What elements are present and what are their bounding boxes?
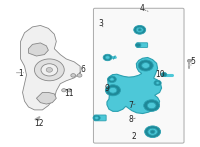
Circle shape: [95, 116, 99, 119]
Text: 12: 12: [35, 118, 44, 127]
FancyBboxPatch shape: [137, 43, 148, 47]
Circle shape: [77, 74, 82, 77]
Circle shape: [156, 82, 159, 84]
Text: 7: 7: [128, 101, 133, 110]
Text: 2: 2: [131, 132, 136, 141]
Circle shape: [135, 43, 141, 47]
Circle shape: [41, 64, 58, 76]
Text: 1: 1: [18, 69, 23, 78]
Circle shape: [150, 130, 155, 133]
Circle shape: [71, 74, 76, 77]
Text: 6: 6: [81, 65, 86, 74]
Circle shape: [142, 63, 150, 68]
Circle shape: [138, 60, 153, 71]
Circle shape: [62, 89, 66, 92]
Polygon shape: [29, 43, 48, 56]
Circle shape: [105, 85, 120, 96]
Circle shape: [145, 126, 161, 138]
Circle shape: [147, 102, 156, 109]
Circle shape: [67, 89, 72, 92]
Circle shape: [136, 27, 143, 32]
Text: 10: 10: [155, 70, 164, 79]
Circle shape: [46, 67, 53, 72]
Text: 11: 11: [64, 89, 74, 98]
Circle shape: [148, 128, 157, 135]
Polygon shape: [21, 25, 80, 110]
Circle shape: [110, 78, 114, 81]
Circle shape: [161, 72, 167, 77]
Circle shape: [134, 25, 146, 34]
Text: 8: 8: [128, 115, 133, 124]
Circle shape: [154, 80, 161, 86]
Circle shape: [144, 100, 160, 111]
FancyBboxPatch shape: [93, 8, 184, 143]
Circle shape: [187, 59, 191, 62]
Circle shape: [109, 87, 117, 93]
Polygon shape: [36, 92, 56, 104]
Text: 4: 4: [139, 4, 144, 13]
Polygon shape: [107, 57, 162, 113]
Text: 3: 3: [99, 19, 103, 28]
Circle shape: [108, 76, 116, 82]
Circle shape: [138, 29, 141, 31]
FancyBboxPatch shape: [94, 115, 106, 121]
Circle shape: [103, 54, 112, 61]
Text: 5: 5: [190, 57, 195, 66]
Circle shape: [105, 56, 110, 59]
Circle shape: [93, 115, 100, 121]
Text: 9: 9: [105, 83, 109, 93]
Circle shape: [34, 59, 64, 81]
